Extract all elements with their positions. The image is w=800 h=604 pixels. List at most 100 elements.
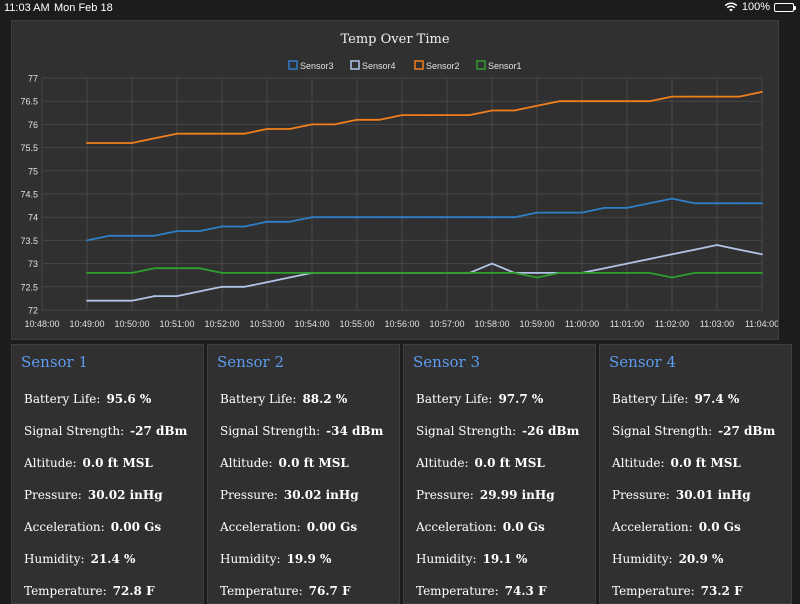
data-point-sensor2: [108, 142, 111, 144]
x-tick-label: 11:03:00: [700, 319, 734, 329]
data-point-sensor3: [738, 202, 741, 205]
data-point-sensor3: [243, 225, 246, 228]
sensor-card-2: Sensor 2 Battery Life: 88.2 % Signal Streng…: [207, 344, 400, 604]
y-tick-label: 72.5: [20, 282, 38, 292]
battery-life-label: Battery Life:: [612, 392, 689, 406]
pressure-value: 29.99 inHg: [479, 488, 555, 502]
sensor-card-title: Sensor 4: [609, 353, 677, 371]
signal-strength-label: Signal Strength:: [416, 424, 517, 438]
data-point-sensor1: [468, 271, 471, 274]
data-point-sensor2: [423, 114, 426, 117]
humidity-row: Humidity: 19.1 %: [416, 552, 527, 566]
data-point-sensor4: [288, 276, 291, 279]
data-point-sensor1: [693, 271, 696, 274]
signal-strength-label: Signal Strength:: [220, 424, 321, 438]
data-point-sensor3: [581, 211, 583, 214]
x-tick-label: 10:49:00: [69, 319, 104, 329]
battery-life-row: Battery Life: 97.7 %: [416, 392, 543, 406]
legend-label-sensor3: Sensor3: [300, 61, 334, 71]
altitude-row: Altitude: 0.0 ft MSL: [24, 456, 153, 470]
data-point-sensor2: [243, 132, 246, 135]
data-point-sensor2: [221, 132, 223, 135]
data-point-sensor3: [221, 225, 223, 228]
legend-label-sensor4: Sensor4: [362, 61, 396, 71]
battery-life-label: Battery Life:: [220, 392, 297, 406]
data-point-sensor4: [626, 262, 628, 265]
data-point-sensor2: [693, 95, 696, 98]
battery-life-label: Battery Life:: [24, 392, 101, 406]
acceleration-label: Acceleration:: [24, 520, 105, 534]
humidity-label: Humidity:: [24, 552, 85, 566]
altitude-value: 0.0 ft MSL: [278, 456, 349, 470]
signal-strength-value: -27 dBm: [718, 424, 776, 438]
data-point-sensor4: [536, 271, 538, 274]
battery-life-value: 97.7 %: [498, 392, 544, 406]
pressure-value: 30.01 inHg: [675, 488, 751, 502]
temperature-row: Temperature: 76.7 F: [220, 584, 351, 598]
data-point-sensor2: [513, 109, 516, 112]
data-point-sensor4: [603, 267, 606, 270]
temperature-value: 74.3 F: [504, 584, 547, 598]
battery-life-row: Battery Life: 95.6 %: [24, 392, 151, 406]
y-tick-label: 76.5: [20, 97, 38, 107]
status-time: 11:03 AM: [4, 2, 50, 14]
data-point-sensor1: [581, 271, 583, 274]
data-point-sensor4: [671, 253, 673, 256]
humidity-label: Humidity:: [220, 552, 281, 566]
temperature-label: Temperature:: [24, 584, 107, 598]
legend-label-sensor2: Sensor2: [426, 61, 460, 71]
temperature-row: Temperature: 73.2 F: [612, 584, 743, 598]
x-tick-label: 10:48:00: [24, 319, 59, 329]
sensor-card-4: Sensor 4 Battery Life: 97.4 % Signal Streng…: [599, 344, 792, 604]
signal-strength-row: Signal Strength: -27 dBm: [612, 424, 775, 438]
signal-strength-value: -26 dBm: [522, 424, 580, 438]
data-point-sensor3: [356, 216, 358, 219]
pressure-row: Pressure: 30.01 inHg: [612, 488, 751, 502]
x-tick-label: 11:00:00: [565, 319, 599, 329]
data-point-sensor2: [626, 100, 628, 103]
signal-strength-label: Signal Strength:: [612, 424, 713, 438]
data-point-sensor3: [86, 239, 88, 242]
data-point-sensor4: [738, 248, 741, 251]
x-tick-label: 10:55:00: [339, 319, 374, 329]
data-point-sensor3: [333, 216, 336, 219]
acceleration-label: Acceleration:: [612, 520, 693, 534]
data-point-sensor2: [311, 123, 313, 126]
data-point-sensor1: [446, 271, 448, 274]
data-point-sensor1: [491, 271, 493, 274]
pressure-value: 30.02 inHg: [283, 488, 359, 502]
data-point-sensor1: [626, 271, 628, 274]
data-point-sensor2: [716, 95, 718, 98]
legend-swatch-sensor3: [288, 60, 298, 70]
data-point-sensor1: [513, 271, 516, 274]
acceleration-row: Acceleration: 0.0 Gs: [416, 520, 545, 534]
humidity-row: Humidity: 20.9 %: [612, 552, 723, 566]
data-point-sensor4: [648, 258, 651, 260]
x-tick-label: 11:02:00: [655, 319, 689, 329]
acceleration-value: 0.00 Gs: [110, 520, 162, 534]
data-point-sensor4: [693, 248, 696, 251]
battery-life-value: 95.6 %: [106, 392, 152, 406]
data-point-sensor1: [558, 271, 561, 274]
acceleration-row: Acceleration: 0.00 Gs: [220, 520, 357, 534]
data-point-sensor3: [536, 211, 538, 214]
data-point-sensor1: [266, 271, 268, 274]
x-tick-label: 10:53:00: [249, 319, 284, 329]
temperature-label: Temperature:: [612, 584, 695, 598]
altitude-row: Altitude: 0.0 ft MSL: [612, 456, 741, 470]
data-point-sensor2: [401, 114, 403, 117]
data-point-sensor1: [108, 271, 111, 274]
humidity-row: Humidity: 19.9 %: [220, 552, 331, 566]
sensor-cards: Sensor 1 Battery Life: 95.6 % Signal Streng…: [11, 344, 792, 604]
altitude-label: Altitude:: [612, 456, 665, 470]
signal-strength-row: Signal Strength: -26 dBm: [416, 424, 579, 438]
data-point-sensor1: [671, 276, 673, 279]
data-point-sensor3: [266, 220, 268, 223]
data-point-sensor1: [738, 271, 741, 274]
data-point-sensor3: [288, 220, 291, 223]
pressure-label: Pressure:: [612, 488, 670, 502]
signal-strength-row: Signal Strength: -27 dBm: [24, 424, 187, 438]
data-point-sensor1: [401, 271, 403, 274]
acceleration-label: Acceleration:: [220, 520, 301, 534]
sensor-card-title: Sensor 3: [413, 353, 481, 371]
